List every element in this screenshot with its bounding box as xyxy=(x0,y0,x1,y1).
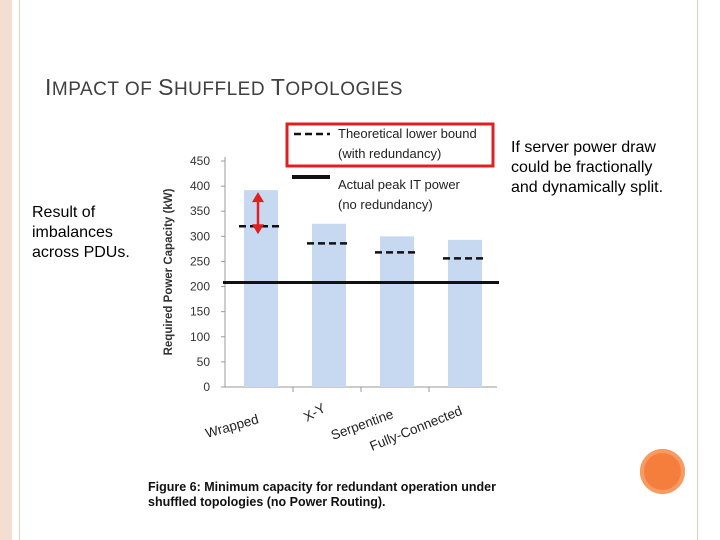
decorative-circle xyxy=(640,449,685,494)
y-tick-label: 400 xyxy=(190,179,210,193)
left-accent-bar xyxy=(0,0,12,540)
bar xyxy=(244,190,278,387)
y-tick-label: 150 xyxy=(190,305,210,319)
right-note: If server power draw could be fractional… xyxy=(511,139,664,196)
legend-label: (with redundancy) xyxy=(338,146,441,161)
y-tick-label: 0 xyxy=(203,380,210,394)
y-tick-label: 450 xyxy=(190,154,210,168)
figure-caption: Figure 6: Minimum capacity for redundant… xyxy=(148,480,496,509)
legend-highlight-box xyxy=(285,122,495,168)
y-tick-label: 200 xyxy=(190,280,210,294)
y-tick-label: 100 xyxy=(190,330,210,344)
y-tick-label: 250 xyxy=(190,254,210,268)
legend-label: (no redundancy) xyxy=(338,197,433,212)
slide-title: IMPACT OF SHUFFLED TOPOLOGIES xyxy=(45,74,403,100)
left-accent-line xyxy=(19,0,20,540)
bar xyxy=(380,236,414,387)
x-category-label: Wrapped xyxy=(204,411,261,440)
arrow-head-up xyxy=(252,192,264,203)
y-tick-label: 350 xyxy=(190,204,210,218)
right-accent-line xyxy=(697,0,698,540)
legend-label: Actual peak IT power xyxy=(338,177,461,192)
y-tick-label: 50 xyxy=(197,355,211,369)
y-tick-label: 300 xyxy=(190,229,210,243)
x-category-label: X-Y xyxy=(301,400,328,424)
bar xyxy=(448,239,482,387)
y-axis-label: Required Power Capacity (kW) xyxy=(163,188,175,355)
legend-label: Theoretical lower bound xyxy=(338,126,477,141)
bar xyxy=(312,223,346,387)
left-note: Result of imbalances across PDUs. xyxy=(32,204,130,261)
arrow-head-down xyxy=(252,224,264,235)
